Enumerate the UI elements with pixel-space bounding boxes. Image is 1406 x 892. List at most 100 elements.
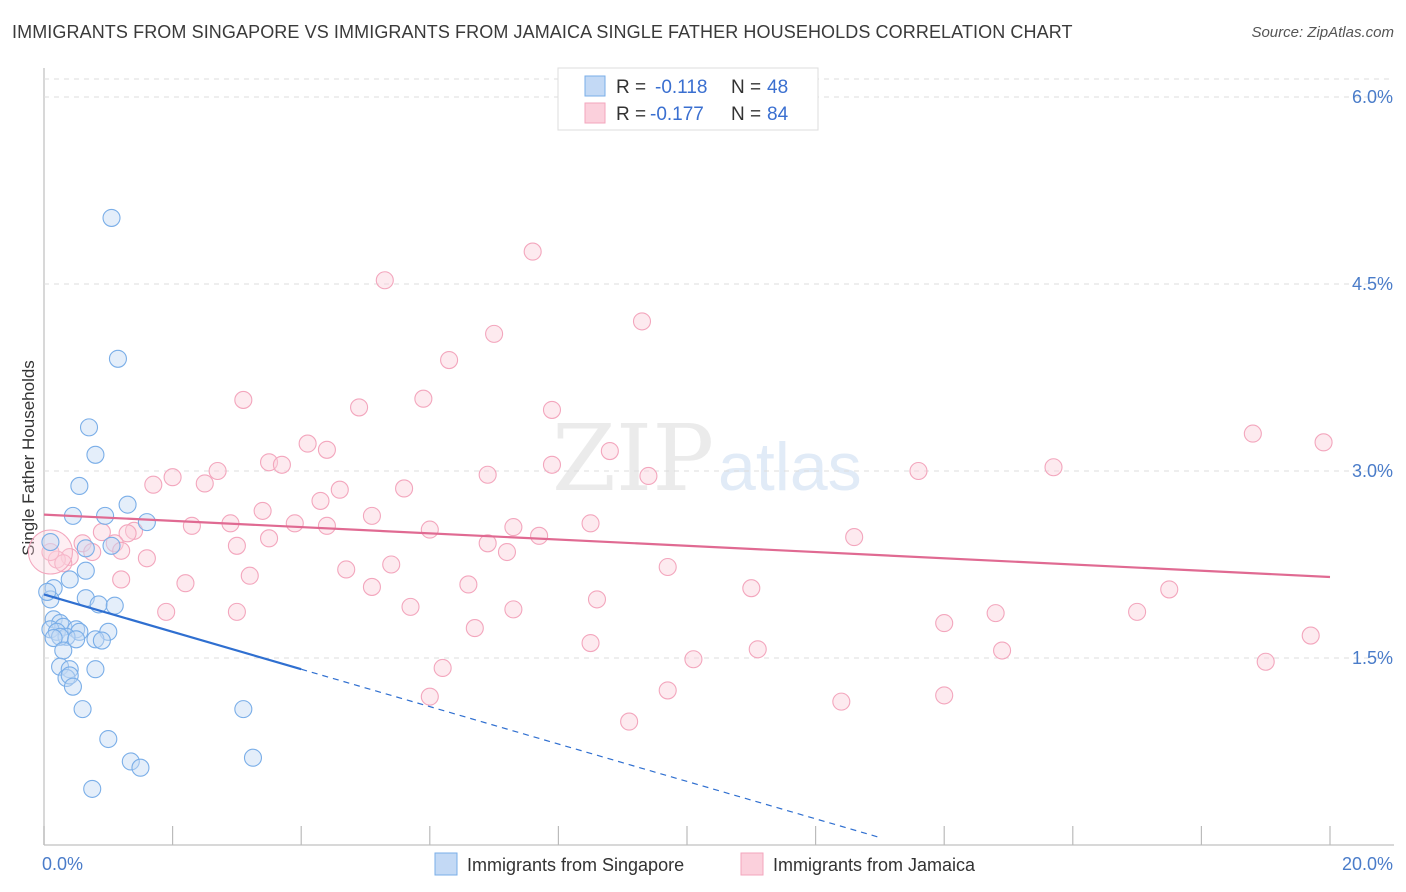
point-jamaica [157, 602, 176, 621]
point-jamaica [208, 461, 227, 481]
point-singapore [108, 349, 127, 368]
point-singapore [137, 513, 156, 532]
point-singapore [73, 700, 92, 719]
trend-line-singapore [43, 593, 302, 671]
point-singapore [96, 506, 115, 525]
point-singapore [76, 539, 95, 558]
point-jamaica [639, 466, 658, 486]
point-jamaica [401, 597, 420, 616]
point-singapore [67, 620, 86, 639]
legend-swatch-singapore [584, 75, 606, 97]
point-jamaica [253, 501, 272, 520]
point-jamaica [530, 526, 549, 545]
point-jamaica [420, 520, 439, 539]
point-jamaica [112, 570, 131, 589]
point-singapore [60, 666, 79, 685]
point-jamaica [375, 271, 394, 290]
point-jamaica [227, 536, 246, 555]
trend-line-jamaica [43, 513, 1331, 579]
point-jamaica-large [27, 529, 73, 575]
point-jamaica [105, 534, 124, 553]
watermark-zip: ZIP [552, 405, 714, 512]
point-singapore [86, 630, 105, 649]
point-jamaica [581, 514, 600, 533]
point-singapore [118, 495, 137, 514]
x-tick-label-min: 0.0% [42, 854, 83, 874]
point-singapore [76, 561, 95, 580]
point-jamaica [298, 434, 317, 453]
point-jamaica [485, 324, 504, 343]
y-tick-label: 4.5% [1352, 274, 1393, 294]
point-jamaica [986, 604, 1005, 623]
y-axis-label: Single Father Households [19, 360, 38, 556]
y-tick-label: 1.5% [1352, 648, 1393, 668]
point-singapore [70, 476, 89, 496]
legend-r-value-jamaica: -0.177 [650, 104, 704, 125]
point-jamaica [845, 528, 864, 547]
point-singapore [121, 752, 140, 771]
point-singapore [243, 748, 263, 767]
correlation-legend: R = -0.118 N = 48 R = -0.177 N = 84 [557, 67, 819, 131]
point-singapore [83, 779, 102, 798]
point-jamaica [163, 468, 182, 487]
point-jamaica [832, 692, 851, 711]
point-jamaica [259, 529, 279, 548]
point-singapore [99, 729, 118, 749]
point-jamaica [337, 560, 356, 579]
point-jamaica [317, 440, 336, 459]
point-jamaica [234, 390, 253, 409]
point-singapore [92, 631, 111, 650]
point-jamaica [195, 474, 214, 493]
point-jamaica [658, 681, 677, 700]
point-jamaica [497, 542, 517, 562]
point-jamaica [240, 566, 259, 585]
legend-r-value-singapore: -0.118 [655, 77, 707, 98]
legend-n-label-jamaica: N = [731, 104, 761, 125]
point-jamaica [362, 506, 381, 525]
point-jamaica [600, 442, 619, 461]
point-singapore [86, 660, 105, 679]
point-jamaica [935, 686, 954, 705]
point-jamaica [478, 465, 497, 484]
point-jamaica [993, 641, 1012, 660]
point-jamaica [542, 455, 562, 474]
point-jamaica [420, 687, 439, 706]
point-jamaica [176, 574, 195, 593]
point-singapore [67, 630, 86, 649]
point-singapore [44, 629, 63, 648]
legend-swatch-jamaica [584, 102, 606, 124]
point-jamaica [433, 658, 452, 678]
bottom-legend-swatch-jamaica [740, 852, 764, 876]
point-jamaica [1301, 626, 1320, 645]
trend-lines [43, 513, 1331, 839]
point-jamaica [227, 602, 246, 621]
point-singapore [102, 208, 121, 227]
point-jamaica [382, 555, 401, 574]
point-jamaica [909, 461, 928, 481]
y-tick-label: 3.0% [1352, 461, 1393, 481]
point-jamaica [285, 514, 304, 533]
point-jamaica [523, 242, 542, 261]
source-credit: Source: ZipAtlas.com [1251, 24, 1394, 41]
point-jamaica [587, 590, 607, 609]
point-jamaica [330, 480, 349, 499]
point-jamaica [362, 577, 381, 596]
point-jamaica [144, 475, 163, 494]
point-jamaica [504, 600, 523, 619]
legend-r-label-singapore: R = [616, 77, 646, 98]
point-jamaica [41, 542, 60, 562]
point-singapore [41, 533, 60, 552]
point-jamaica [272, 455, 291, 474]
point-jamaica [935, 614, 954, 633]
point-jamaica [182, 516, 201, 535]
chart-title: IMMIGRANTS FROM SINGAPORE VS IMMIGRANTS … [12, 22, 1073, 42]
point-jamaica [465, 619, 484, 638]
point-jamaica [317, 516, 336, 535]
point-singapore [79, 418, 99, 437]
point-jamaica [684, 650, 703, 669]
point-jamaica [1160, 580, 1179, 599]
point-jamaica [112, 541, 131, 560]
point-jamaica [350, 398, 369, 417]
bottom-legend-label-singapore: Immigrants from Singapore [467, 855, 684, 875]
point-singapore [105, 596, 124, 615]
